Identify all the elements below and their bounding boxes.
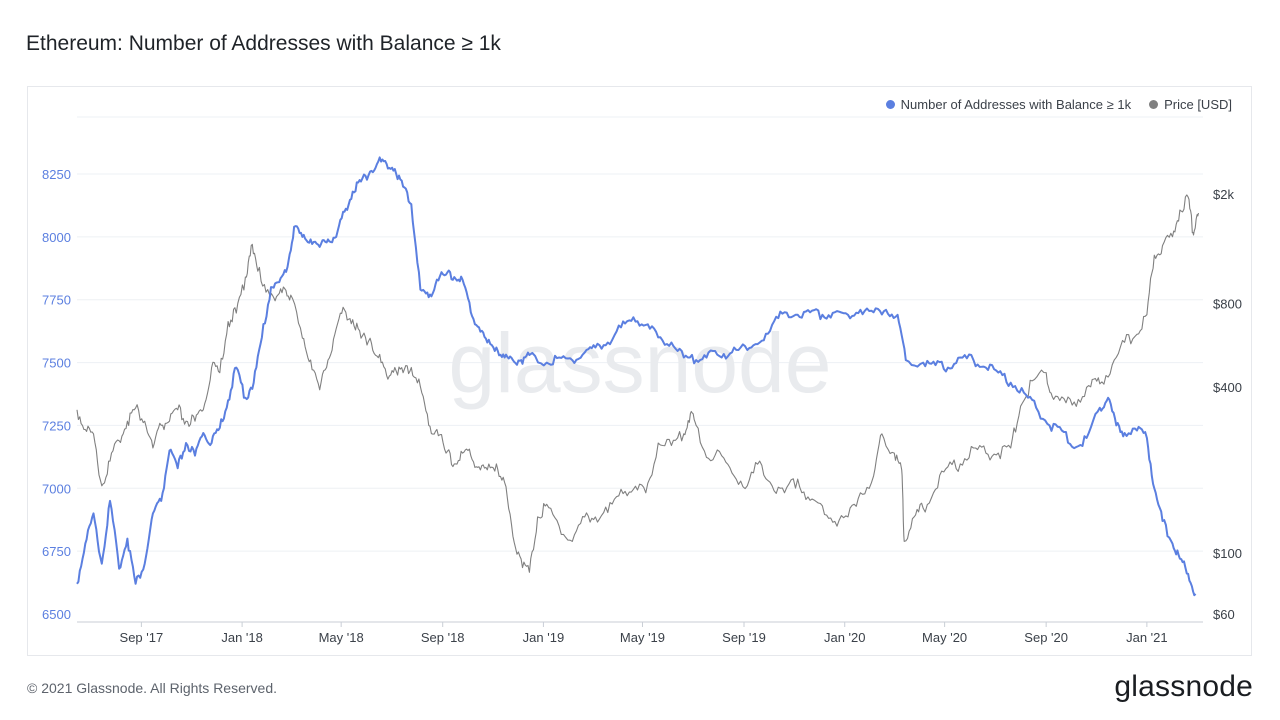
legend-dot-price xyxy=(1149,100,1159,109)
x-tick-label: Jan '18 xyxy=(221,630,263,645)
left-y-tick-label: 8250 xyxy=(42,167,71,182)
x-tick-label: Sep '18 xyxy=(421,630,465,645)
legend-label-price: Price [USD] xyxy=(1164,97,1232,112)
legend-item-addresses[interactable]: Number of Addresses with Balance ≥ 1k xyxy=(885,97,1132,112)
watermark-text: glassnode xyxy=(449,316,832,410)
left-y-tick-label: 6500 xyxy=(42,607,71,622)
left-y-tick-label: 7750 xyxy=(42,293,71,308)
x-tick-label: Sep '20 xyxy=(1024,630,1068,645)
x-tick-label: Jan '19 xyxy=(523,630,565,645)
chart-frame xyxy=(27,86,1252,656)
x-axis: Sep '17 Jan '18 May '18 Sep '18 Jan '19 May '… xyxy=(120,622,1168,645)
right-y-tick-label: $60 xyxy=(1213,607,1235,622)
right-y-tick-label: $2k xyxy=(1213,187,1234,202)
copyright-footer: © 2021 Glassnode. All Rights Reserved. xyxy=(27,680,278,696)
left-y-tick-label: 7500 xyxy=(42,356,71,371)
glassnode-logo[interactable]: glassnode xyxy=(1114,670,1253,703)
chart-legend: Number of Addresses with Balance ≥ 1k Pr… xyxy=(885,97,1232,112)
left-y-tick-label: 7250 xyxy=(42,418,71,433)
x-tick-label: Jan '21 xyxy=(1126,630,1168,645)
x-tick-label: May '20 xyxy=(922,630,967,645)
x-tick-label: Jan '20 xyxy=(824,630,866,645)
x-tick-label: May '19 xyxy=(620,630,665,645)
legend-dot-addresses xyxy=(885,100,895,109)
legend-item-price[interactable]: Price [USD] xyxy=(1149,97,1232,112)
left-y-tick-label: 8000 xyxy=(42,230,71,245)
right-y-axis: $60 $100 $400 $800 $2k xyxy=(1213,187,1242,622)
right-y-tick-label: $400 xyxy=(1213,380,1242,395)
left-y-tick-label: 7000 xyxy=(42,481,71,496)
right-y-tick-label: $800 xyxy=(1213,297,1242,312)
addresses-series-line xyxy=(76,156,1197,597)
left-y-axis: 6500 6750 7000 7250 7500 7750 8000 8250 xyxy=(42,167,71,622)
x-tick-label: Sep '17 xyxy=(120,630,164,645)
grid-layer xyxy=(77,116,1203,623)
x-tick-label: May '18 xyxy=(319,630,364,645)
right-y-tick-label: $100 xyxy=(1213,546,1242,561)
x-tick-label: Sep '19 xyxy=(722,630,766,645)
price-series-line xyxy=(76,194,1199,573)
page-title: Ethereum: Number of Addresses with Balan… xyxy=(26,32,501,55)
left-y-tick-label: 6750 xyxy=(42,544,71,559)
series-layer xyxy=(76,156,1199,597)
legend-label-addresses: Number of Addresses with Balance ≥ 1k xyxy=(900,97,1132,112)
